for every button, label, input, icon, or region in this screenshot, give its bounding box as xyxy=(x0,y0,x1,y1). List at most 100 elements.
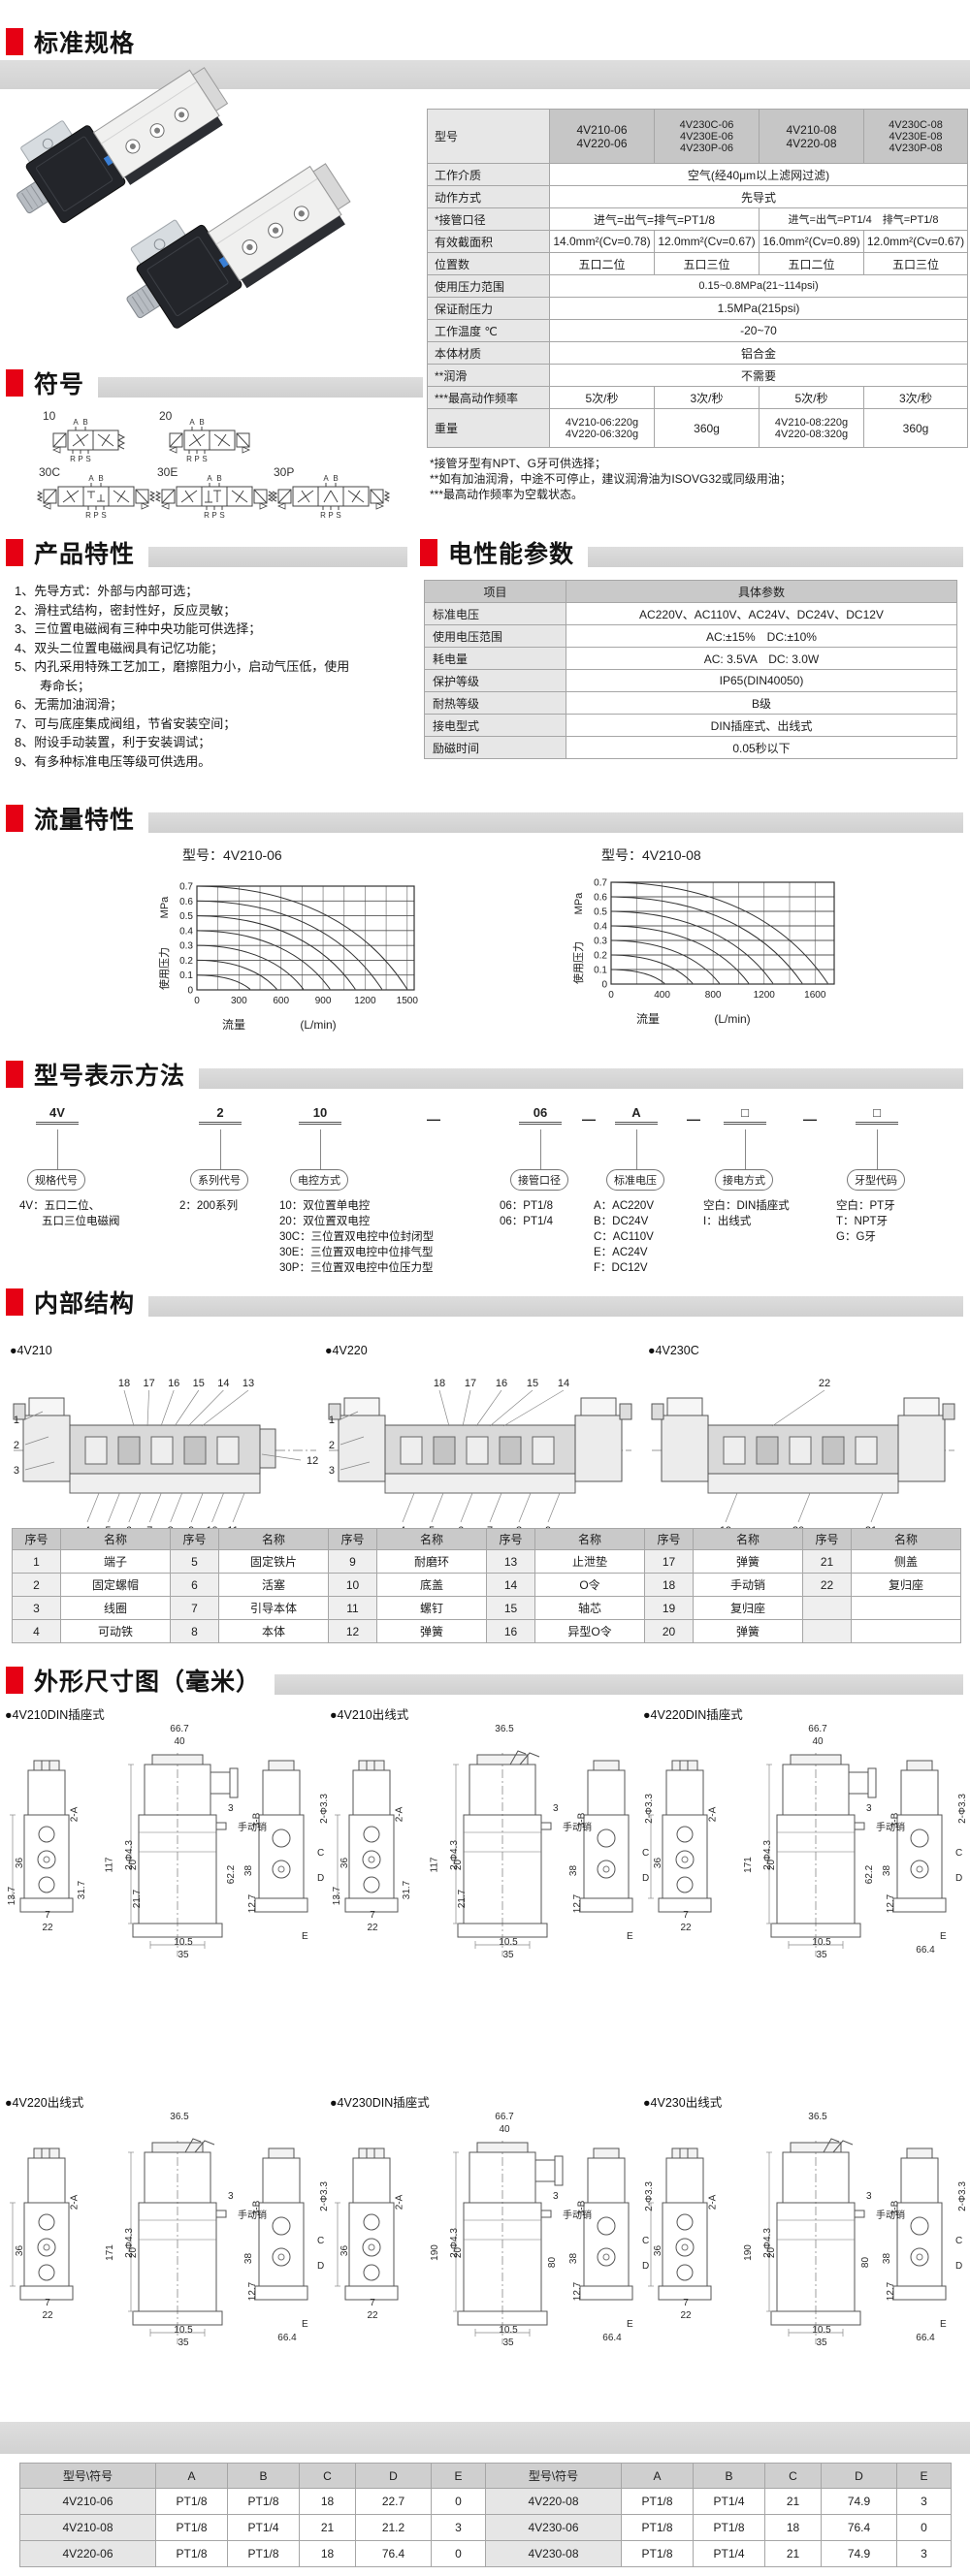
rect xyxy=(822,1436,845,1465)
polyline xyxy=(509,1750,527,1765)
part-name: 异型O令 xyxy=(534,1619,645,1643)
spec-row-label: *接管口径 xyxy=(427,207,550,231)
red-square-icon xyxy=(6,1061,23,1088)
flow-curve xyxy=(196,944,305,990)
spec-cell: 4V210-08 4V220-08 xyxy=(759,109,864,164)
dim-label-r_c: C xyxy=(317,1848,325,1859)
dim-label-pin: 3 xyxy=(553,1803,559,1814)
rect xyxy=(226,486,253,507)
spec-cell: 空气(经40μm以上滤网过滤) xyxy=(549,163,968,186)
callout-number: 16 xyxy=(496,1378,507,1389)
dim-label-top2: 40 xyxy=(499,2124,510,2135)
dim-cell: PT1/8 xyxy=(155,2540,228,2567)
dim-label-r_e: E xyxy=(940,1931,947,1942)
rect xyxy=(33,1760,60,1771)
dim-label-r_d: D xyxy=(317,2261,325,2272)
dim-label-r_b: 66.4 xyxy=(277,2333,297,2343)
line xyxy=(66,490,76,503)
footnote: **如有加油润滑，中途不可停止，建议润滑油为ISOVG32或同级用油； xyxy=(430,472,792,486)
col-header: 序号 xyxy=(12,1528,61,1550)
rect xyxy=(897,1415,946,1482)
table-row: 型号\符号 A B C D E 型号\符号 A B C D E xyxy=(19,2463,952,2489)
dim-label-h: 171 xyxy=(104,2244,115,2261)
line xyxy=(870,1492,884,1523)
dim-label-r_d: D xyxy=(955,1873,963,1884)
line xyxy=(340,1411,359,1420)
header-bar xyxy=(199,1067,963,1089)
col-header: 序号 xyxy=(170,1528,219,1550)
section-header-electrical: 电性能参数 xyxy=(420,536,963,569)
model-cell: 4V210-08 xyxy=(19,2514,156,2541)
part-number: 12 xyxy=(328,1619,377,1643)
callout-number: 1 xyxy=(14,1415,19,1426)
dim-cell: 74.9 xyxy=(821,2488,897,2515)
dim-cell: PT1/4 xyxy=(693,2540,765,2567)
polygon xyxy=(141,502,150,510)
callout-number: 3 xyxy=(329,1465,335,1477)
dim-label-r1: 80 xyxy=(860,2256,872,2269)
rect xyxy=(400,1436,423,1465)
spec-cell: 进气=出气=PT1/4 排气=PT1/8 xyxy=(759,207,968,231)
line xyxy=(101,433,111,447)
spec-row-label: **润滑 xyxy=(427,364,550,387)
port-label: P xyxy=(328,511,333,520)
rect xyxy=(433,1436,456,1465)
rect xyxy=(466,1436,489,1465)
dim-label-l_top: 2-A xyxy=(707,2194,719,2210)
valve-photo-drawing xyxy=(16,67,229,224)
dim-label-l_b2: 22 xyxy=(680,2310,692,2321)
rect xyxy=(342,486,370,507)
rect xyxy=(19,1897,74,1913)
callout-number: 14 xyxy=(558,1378,569,1389)
dim-label-l_h1: 36 xyxy=(340,1857,351,1869)
param-label: 标准电压 xyxy=(424,602,566,625)
line xyxy=(201,1389,249,1427)
rect xyxy=(900,2157,939,2204)
path xyxy=(267,491,275,502)
flow-curve xyxy=(610,939,721,984)
feature-item: 2、滑柱式结构，密封性好，反应灵敏； xyxy=(15,602,237,618)
spec-cell: 12.0mm²(Cv=0.67) xyxy=(654,230,760,253)
dim-label-m2: 20 xyxy=(453,2246,465,2259)
dim-cell: PT1/8 xyxy=(621,2514,694,2541)
line xyxy=(340,1461,371,1471)
param-value: IP65(DIN40050) xyxy=(566,669,957,692)
param-value: 0.05秒以下 xyxy=(566,736,957,759)
dim-label-r_holes: 2-Φ3.3 xyxy=(956,1794,968,1824)
port-label-a: A xyxy=(88,474,94,483)
part-number: 2 xyxy=(12,1573,61,1597)
line xyxy=(148,1492,162,1523)
rect xyxy=(906,2147,933,2159)
path xyxy=(148,491,156,502)
table-row: 1 端子 5 固定铁片 9 耐磨环 13 止泄垫 17 弹簧 21 侧盖 xyxy=(12,1549,961,1574)
spec-row-label: 本体材质 xyxy=(427,341,550,365)
dim-label-l_h1: 36 xyxy=(653,2244,664,2257)
port-label-a: A xyxy=(189,418,195,427)
symbol-drawing: A B R P S xyxy=(168,418,251,463)
rect xyxy=(661,1415,709,1482)
dim-label-l_top: 2-A xyxy=(707,1806,719,1823)
spec-row-label: 保证耐压力 xyxy=(427,297,550,320)
feature-item: 7、可与底座集成阀组，节省安装空间； xyxy=(15,716,237,731)
rect xyxy=(262,1769,301,1816)
dim-label-l_b1: 7 xyxy=(370,1910,375,1921)
rect xyxy=(580,1397,617,1416)
x-axis-unit: (L/min) xyxy=(714,1012,750,1026)
rect xyxy=(215,2210,227,2218)
y-tick: 0.1 xyxy=(179,970,193,981)
tbody: 序号 名称 序号 名称 序号 名称 序号 名称 序号 名称 序号 名称 1 端子 5 固定铁片 9 耐磨环 13 止泄… xyxy=(12,1528,961,1643)
part-name: 复归座 xyxy=(851,1573,961,1597)
code-options: 空白：PT牙 T：NPT牙 G：G牙 xyxy=(836,1200,895,1243)
table-row: 4V210-06 PT1/8 PT1/8 18 22.7 0 4V220-08 PT1/8 PT… xyxy=(19,2488,952,2515)
dim-label-r_h2: 12.7 xyxy=(886,1893,897,1914)
flow-chart: 0 0.1 0.2 0.3 0.4 0.5 0.6 0.7 0 400 800 1200 1600 MPa… xyxy=(538,861,858,1040)
spec-cell: 12.0mm²(Cv=0.67) xyxy=(863,230,968,253)
part-number: 1 xyxy=(12,1549,61,1574)
dim-label-b2: 35 xyxy=(178,1950,189,1960)
dim-cell: 0 xyxy=(896,2514,952,2541)
circle xyxy=(675,2238,695,2257)
dim-cell: PT1/8 xyxy=(227,2488,300,2515)
dim-cell: 76.4 xyxy=(821,2514,897,2541)
rect xyxy=(210,1771,231,1795)
